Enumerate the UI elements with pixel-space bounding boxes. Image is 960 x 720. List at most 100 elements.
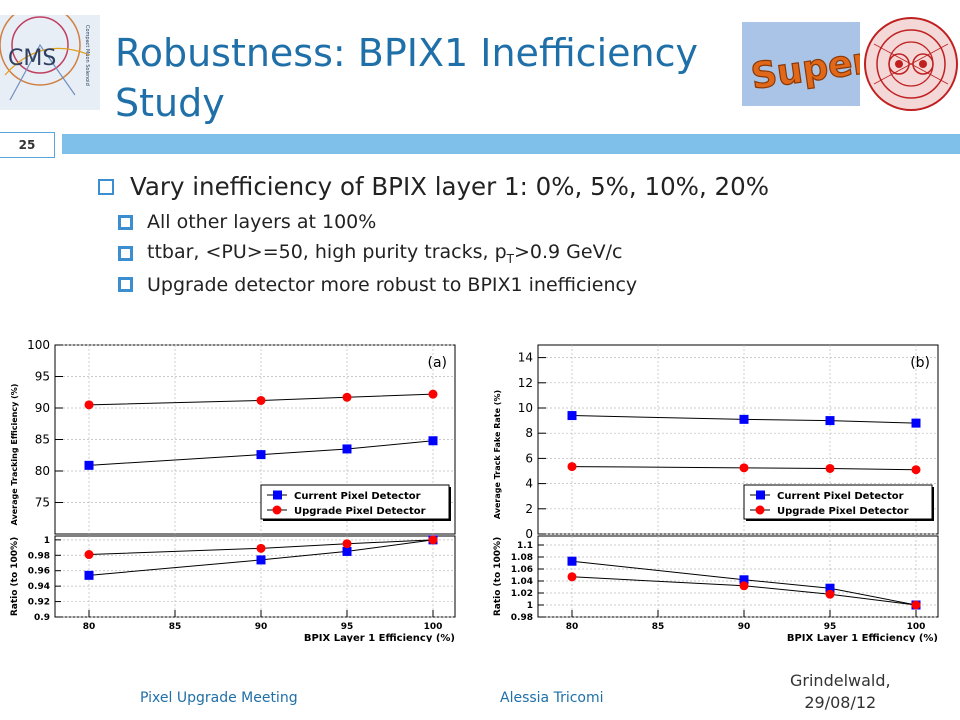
slide-number: 25 [0, 132, 55, 158]
series-upgrade-point [911, 465, 921, 475]
y-tick-label: 0 [525, 527, 533, 541]
panel-label: (b) [910, 355, 930, 371]
legend-entry: Current Pixel Detector [294, 491, 421, 502]
x-tick-label: 95 [824, 622, 837, 632]
ratio-tick-label: 0.9 [34, 613, 50, 623]
series-current-point [739, 414, 749, 424]
ratio-upgrade-point [911, 600, 921, 610]
ratio-tick-label: 1.02 [511, 589, 533, 599]
ratio-tick-label: 0.98 [28, 551, 50, 561]
ratio-tick-label: 1.08 [511, 553, 533, 563]
y-tick-label: 4 [525, 477, 533, 491]
footer-date-line1: Grindelwald, [790, 671, 891, 690]
series-upgrade-point [256, 395, 266, 405]
ratio-tick-label: 0.98 [511, 613, 533, 623]
bullet-sub-3: Upgrade detector more robust to BPIX1 in… [118, 274, 940, 296]
ratio-upgrade-line [88, 539, 434, 556]
x-tick-label: 100 [907, 622, 926, 632]
series-upgrade-point [825, 463, 835, 473]
series-current-point [567, 411, 577, 421]
slide-title-line1: Robustness: BPIX1 Inefficiency [115, 31, 698, 75]
x-tick-label: 90 [255, 622, 268, 632]
ratio-current-point [256, 555, 266, 565]
title-band [62, 134, 960, 154]
ratio-axis-label: Ratio (to 100%) [493, 537, 503, 616]
cms-logo: CMS Compact Muon Solenoid [0, 15, 100, 110]
x-axis-label: BPIX Layer 1 Efficiency (%) [787, 633, 938, 642]
bullet-sub-2-pre: ttbar, <PU>=50, high purity tracks, p [147, 241, 507, 263]
legend-marker [755, 505, 765, 515]
ratio-upgrade-line [571, 576, 917, 606]
ratio-upgrade-point [84, 550, 94, 560]
bullet-sub-2-post: >0.9 GeV/c [514, 241, 623, 263]
bullet-sub-2-text: ttbar, <PU>=50, high purity tracks, pT>0… [147, 241, 622, 266]
ratio-axis-label: Ratio (to 100%) [10, 537, 20, 616]
footer-meeting: Pixel Upgrade Meeting [140, 690, 298, 706]
y-tick-label: 14 [518, 351, 533, 365]
bullet-sub-3-text: Upgrade detector more robust to BPIX1 in… [147, 273, 638, 296]
legend-entry: Upgrade Pixel Detector [777, 506, 909, 517]
series-upgrade-point [428, 389, 438, 399]
series-upgrade-point [84, 400, 94, 410]
ratio-upgrade-point [825, 589, 835, 599]
ratio-upgrade-point [428, 535, 438, 545]
x-tick-label: 80 [566, 622, 579, 632]
ratio-upgrade-point [567, 572, 577, 582]
ratio-current-point [825, 583, 835, 593]
legend-marker [756, 490, 765, 500]
legend-marker [273, 490, 282, 500]
series-upgrade-point [739, 463, 749, 473]
x-tick-label: 100 [424, 622, 443, 632]
ratio-tick-label: 1 [527, 601, 533, 611]
chart-tracking-efficiency: 75 80 85 90 95 100 0.9 0.92 0.94 0.96 0.98 1 80 85 90 9… [10, 338, 456, 642]
series-current-point [911, 418, 921, 428]
ratio-current-point [84, 570, 94, 580]
y-tick-label: 6 [525, 451, 533, 465]
x-tick-label: 95 [341, 622, 354, 632]
ratio-upgrade-point [739, 581, 749, 591]
ratio-current-point [567, 556, 577, 566]
y-tick-label: 12 [518, 376, 533, 390]
x-tick-label: 80 [83, 622, 96, 632]
series-current-point [342, 444, 352, 454]
ratio-current-point [739, 575, 749, 585]
bullet-square-icon [118, 214, 133, 230]
ratio-frame [537, 535, 939, 618]
series-upgrade-line [88, 393, 434, 406]
footer-date: Grindelwald, 29/08/12 [790, 670, 891, 714]
y-tick-label: 85 [35, 433, 50, 447]
y-tick-label: 8 [525, 426, 533, 440]
series-current-point [84, 460, 94, 470]
super-logo: Super [742, 22, 860, 106]
lhc-logo [864, 17, 958, 111]
x-tick-label: 85 [652, 622, 665, 632]
series-upgrade-point [342, 392, 352, 402]
y-tick-label: 10 [518, 401, 533, 415]
bullet-sub-1: All other layers at 100% [118, 211, 940, 233]
series-upgrade-point [567, 462, 577, 472]
legend [260, 484, 450, 520]
series-current-point [256, 450, 266, 460]
ratio-tick-label: 1.06 [511, 565, 533, 575]
bullet-square-icon [118, 277, 133, 293]
y-tick-label: 100 [27, 338, 50, 352]
x-tick-label: 90 [738, 622, 751, 632]
ratio-tick-label: 1.1 [517, 541, 533, 551]
x-tick-label: 85 [169, 622, 182, 632]
series-current-line [571, 415, 917, 424]
y-axis-label: Average Track Fake Rate (%) [493, 390, 502, 519]
ratio-tick-label: 0.94 [28, 582, 50, 592]
y-tick-label: 2 [525, 502, 533, 516]
ratio-frame [54, 535, 456, 618]
series-current-line [88, 440, 434, 466]
ratio-current-line [88, 539, 434, 576]
slide-title-line2: Study [115, 81, 225, 125]
footer-date-line2: 29/08/12 [804, 693, 877, 712]
cms-logo-small-text: Compact Muon Solenoid [84, 25, 90, 86]
bullet-main-text: Vary inefficiency of BPIX layer 1: 0%, 5… [130, 172, 769, 201]
ratio-tick-label: 0.92 [28, 598, 50, 608]
ratio-upgrade-point [256, 543, 266, 553]
y-axis-label: Average Tracking Efficiency (%) [10, 384, 19, 526]
panel-label: (a) [427, 355, 447, 371]
series-upgrade-line [571, 466, 917, 471]
